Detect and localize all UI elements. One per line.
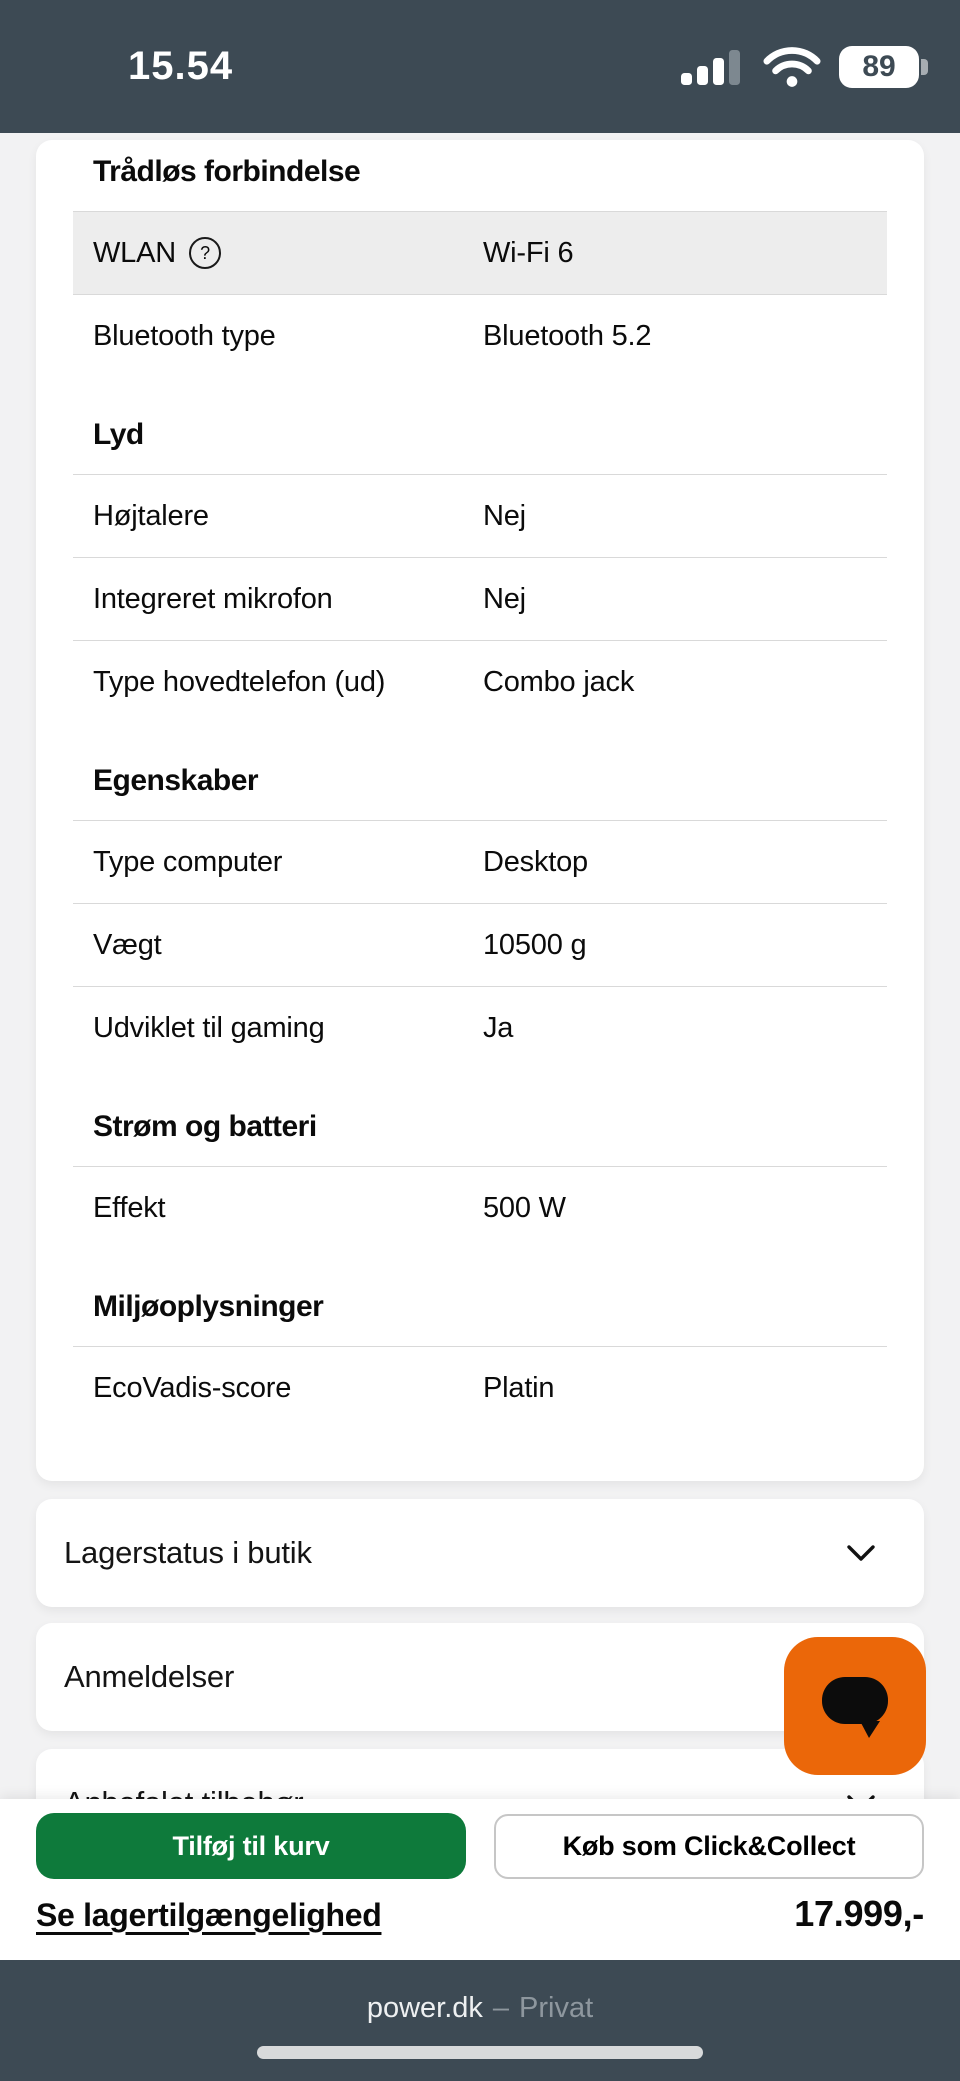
url-separator: – (492, 1992, 510, 2024)
spec-row: Udviklet til gaming Ja (73, 986, 887, 1069)
spec-label: Udviklet til gaming (93, 1011, 325, 1044)
clock: 15.54 (128, 44, 234, 88)
spec-label: Type hovedtelefon (ud) (93, 665, 386, 698)
accordion-anmeldelser[interactable]: Anmeldelser (36, 1623, 924, 1731)
spec-row: Integreret mikrofon Nej (73, 557, 887, 640)
spec-row: Højtalere Nej (73, 474, 887, 557)
site-name: power.dk (366, 1992, 483, 2024)
spec-section-title: Strøm og batteri (93, 1110, 317, 1143)
battery-icon: 89 (839, 45, 928, 88)
private-mode-label: Privat (519, 1992, 594, 2024)
spec-label: Effekt (93, 1191, 166, 1224)
browser-bar: power.dk – Privat (0, 1960, 960, 2081)
bottom-action-bar: Tilføj til kurv Køb som Click&Collect Se… (0, 1799, 960, 1960)
product-specs-card: Trådløs forbindelse WLAN? Wi-Fi 6 Bluetooth… (36, 140, 924, 1481)
chat-bubble-icon (822, 1677, 888, 1738)
click-and-collect-button[interactable]: Køb som Click&Collect (494, 1814, 924, 1879)
spec-row: WLAN? Wi-Fi 6 (73, 211, 887, 294)
spec-value: 500 W (483, 1191, 566, 1224)
spec-label: Højtalere (93, 499, 209, 532)
spec-section-title: Miljøoplysninger (93, 1290, 324, 1323)
spec-row: Type computer Desktop (73, 820, 887, 903)
spec-value: Ja (483, 1011, 514, 1044)
browser-url[interactable]: power.dk – Privat (0, 1992, 960, 2025)
spec-row: Type hovedtelefon (ud) Combo jack (73, 640, 887, 723)
spec-row: Effekt 500 W (73, 1166, 887, 1249)
accordion-label: Anmeldelser (64, 1659, 235, 1694)
status-bar: 15.54 89 (0, 0, 960, 133)
battery-percent: 89 (839, 45, 919, 88)
spec-row: EcoVadis-score Platin (73, 1346, 887, 1429)
spec-label: Integreret mikrofon (93, 582, 333, 615)
spec-value: Nej (483, 582, 526, 615)
spec-label: Vægt (93, 928, 162, 961)
home-indicator[interactable] (257, 2046, 703, 2059)
chat-button[interactable] (784, 1637, 926, 1775)
spec-value: 10500 g (483, 928, 587, 961)
wifi-icon (763, 46, 821, 87)
spec-label: Type computer (93, 845, 283, 878)
spec-value: Bluetooth 5.2 (483, 319, 652, 352)
spec-value: Wi-Fi 6 (483, 236, 574, 269)
spec-label: WLAN? (93, 237, 483, 270)
spec-label: EcoVadis-score (93, 1371, 292, 1404)
accordion-label: Lagerstatus i butik (64, 1535, 312, 1570)
spec-value: Desktop (483, 845, 588, 878)
specs-table: Trådløs forbindelse WLAN? Wi-Fi 6 Bluetooth… (73, 154, 887, 1429)
product-price: 17.999,- (794, 1893, 924, 1934)
spec-row: Vægt 10500 g (73, 903, 887, 986)
spec-section-title: Lyd (93, 418, 144, 451)
spec-section-title: Egenskaber (93, 764, 259, 797)
spec-value: Platin (483, 1371, 555, 1404)
spec-section-title: Trådløs forbindelse (93, 155, 361, 188)
accordion-lagerstatus-i-butik[interactable]: Lagerstatus i butik (36, 1499, 924, 1607)
stock-availability-link[interactable]: Se lagertilgængelighed (36, 1897, 382, 1933)
spec-row: Bluetooth type Bluetooth 5.2 (73, 294, 887, 377)
spec-label: Bluetooth type (93, 319, 276, 352)
cellular-signal-icon (681, 49, 740, 85)
spec-value: Combo jack (483, 665, 635, 698)
help-icon[interactable]: ? (189, 237, 221, 269)
spec-value: Nej (483, 499, 526, 532)
add-to-cart-button[interactable]: Tilføj til kurv (36, 1813, 466, 1879)
chevron-down-icon (847, 1545, 875, 1561)
